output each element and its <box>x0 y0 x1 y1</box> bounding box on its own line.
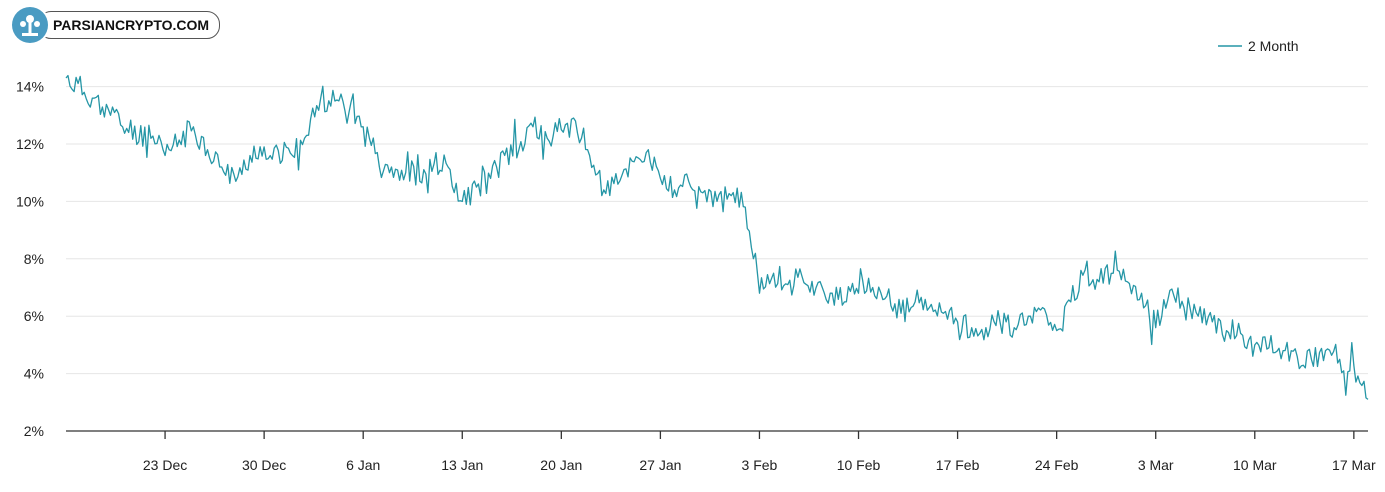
y-tick-label: 8% <box>24 251 44 267</box>
x-tick-labels: 23 Dec 30 Dec 6 Jan 13 Jan 20 Jan 27 Jan 3 Feb… <box>143 457 1376 473</box>
y-tick-label: 10% <box>16 193 44 209</box>
y-tick-label: 12% <box>16 136 44 152</box>
y-tick-label: 4% <box>24 366 44 382</box>
legend-label: 2 Month <box>1248 38 1299 54</box>
watermark: PARSIANCRYPTO.COM <box>12 7 221 43</box>
watermark-logo-icon <box>12 7 48 43</box>
x-tick-label: 10 Feb <box>837 457 881 473</box>
x-tick-label: 17 Feb <box>936 457 980 473</box>
y-tick-label: 2% <box>24 423 44 439</box>
x-ticks <box>164 431 1355 439</box>
series-group <box>65 74 1369 400</box>
x-tick-label: 27 Jan <box>639 457 681 473</box>
y-tick-labels: 2% 4% 6% 8% 10% 12% 14% <box>16 79 44 439</box>
x-tick-label: 30 Dec <box>242 457 286 473</box>
y-tick-label: 14% <box>16 79 44 95</box>
x-tick-label: 10 Mar <box>1233 457 1277 473</box>
x-tick-label: 6 Jan <box>346 457 380 473</box>
legend[interactable]: 2 Month <box>1218 38 1299 54</box>
x-tick-label: 24 Feb <box>1035 457 1079 473</box>
watermark-text: PARSIANCRYPTO.COM <box>38 11 221 39</box>
tree-icon <box>20 15 40 36</box>
x-tick-label: 23 Dec <box>143 457 187 473</box>
x-tick-label: 3 Feb <box>742 457 778 473</box>
x-tick-label: 3 Mar <box>1138 457 1174 473</box>
gridlines <box>66 86 1368 375</box>
y-tick-label: 6% <box>24 308 44 324</box>
series-line <box>65 74 1369 400</box>
x-tick-label: 17 Mar <box>1332 457 1376 473</box>
x-tick-label: 13 Jan <box>441 457 483 473</box>
x-tick-label: 20 Jan <box>540 457 582 473</box>
